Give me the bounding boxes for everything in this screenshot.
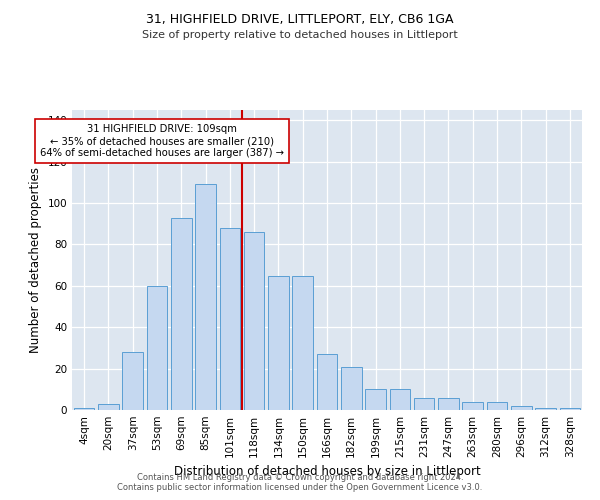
Bar [122,352,143,410]
Bar [560,408,580,410]
Bar [365,390,386,410]
Bar [317,354,337,410]
Text: Size of property relative to detached houses in Littleport: Size of property relative to detached ho… [142,30,458,40]
Bar [98,404,119,410]
Bar [195,184,216,410]
Bar [171,218,191,410]
Text: Contains HM Land Registry data © Crown copyright and database right 2024.
Contai: Contains HM Land Registry data © Crown c… [118,473,482,492]
Y-axis label: Number of detached properties: Number of detached properties [29,167,42,353]
Bar [268,276,289,410]
Bar [389,390,410,410]
Bar [438,398,459,410]
Bar [414,398,434,410]
Bar [511,406,532,410]
Bar [341,366,362,410]
Bar [292,276,313,410]
Bar [244,232,265,410]
Bar [487,402,508,410]
Text: 31 HIGHFIELD DRIVE: 109sqm
← 35% of detached houses are smaller (210)
64% of sem: 31 HIGHFIELD DRIVE: 109sqm ← 35% of deta… [40,124,284,158]
Bar [146,286,167,410]
Bar [74,408,94,410]
Bar [463,402,483,410]
X-axis label: Distribution of detached houses by size in Littleport: Distribution of detached houses by size … [173,466,481,478]
Bar [535,408,556,410]
Text: 31, HIGHFIELD DRIVE, LITTLEPORT, ELY, CB6 1GA: 31, HIGHFIELD DRIVE, LITTLEPORT, ELY, CB… [146,12,454,26]
Bar [220,228,240,410]
